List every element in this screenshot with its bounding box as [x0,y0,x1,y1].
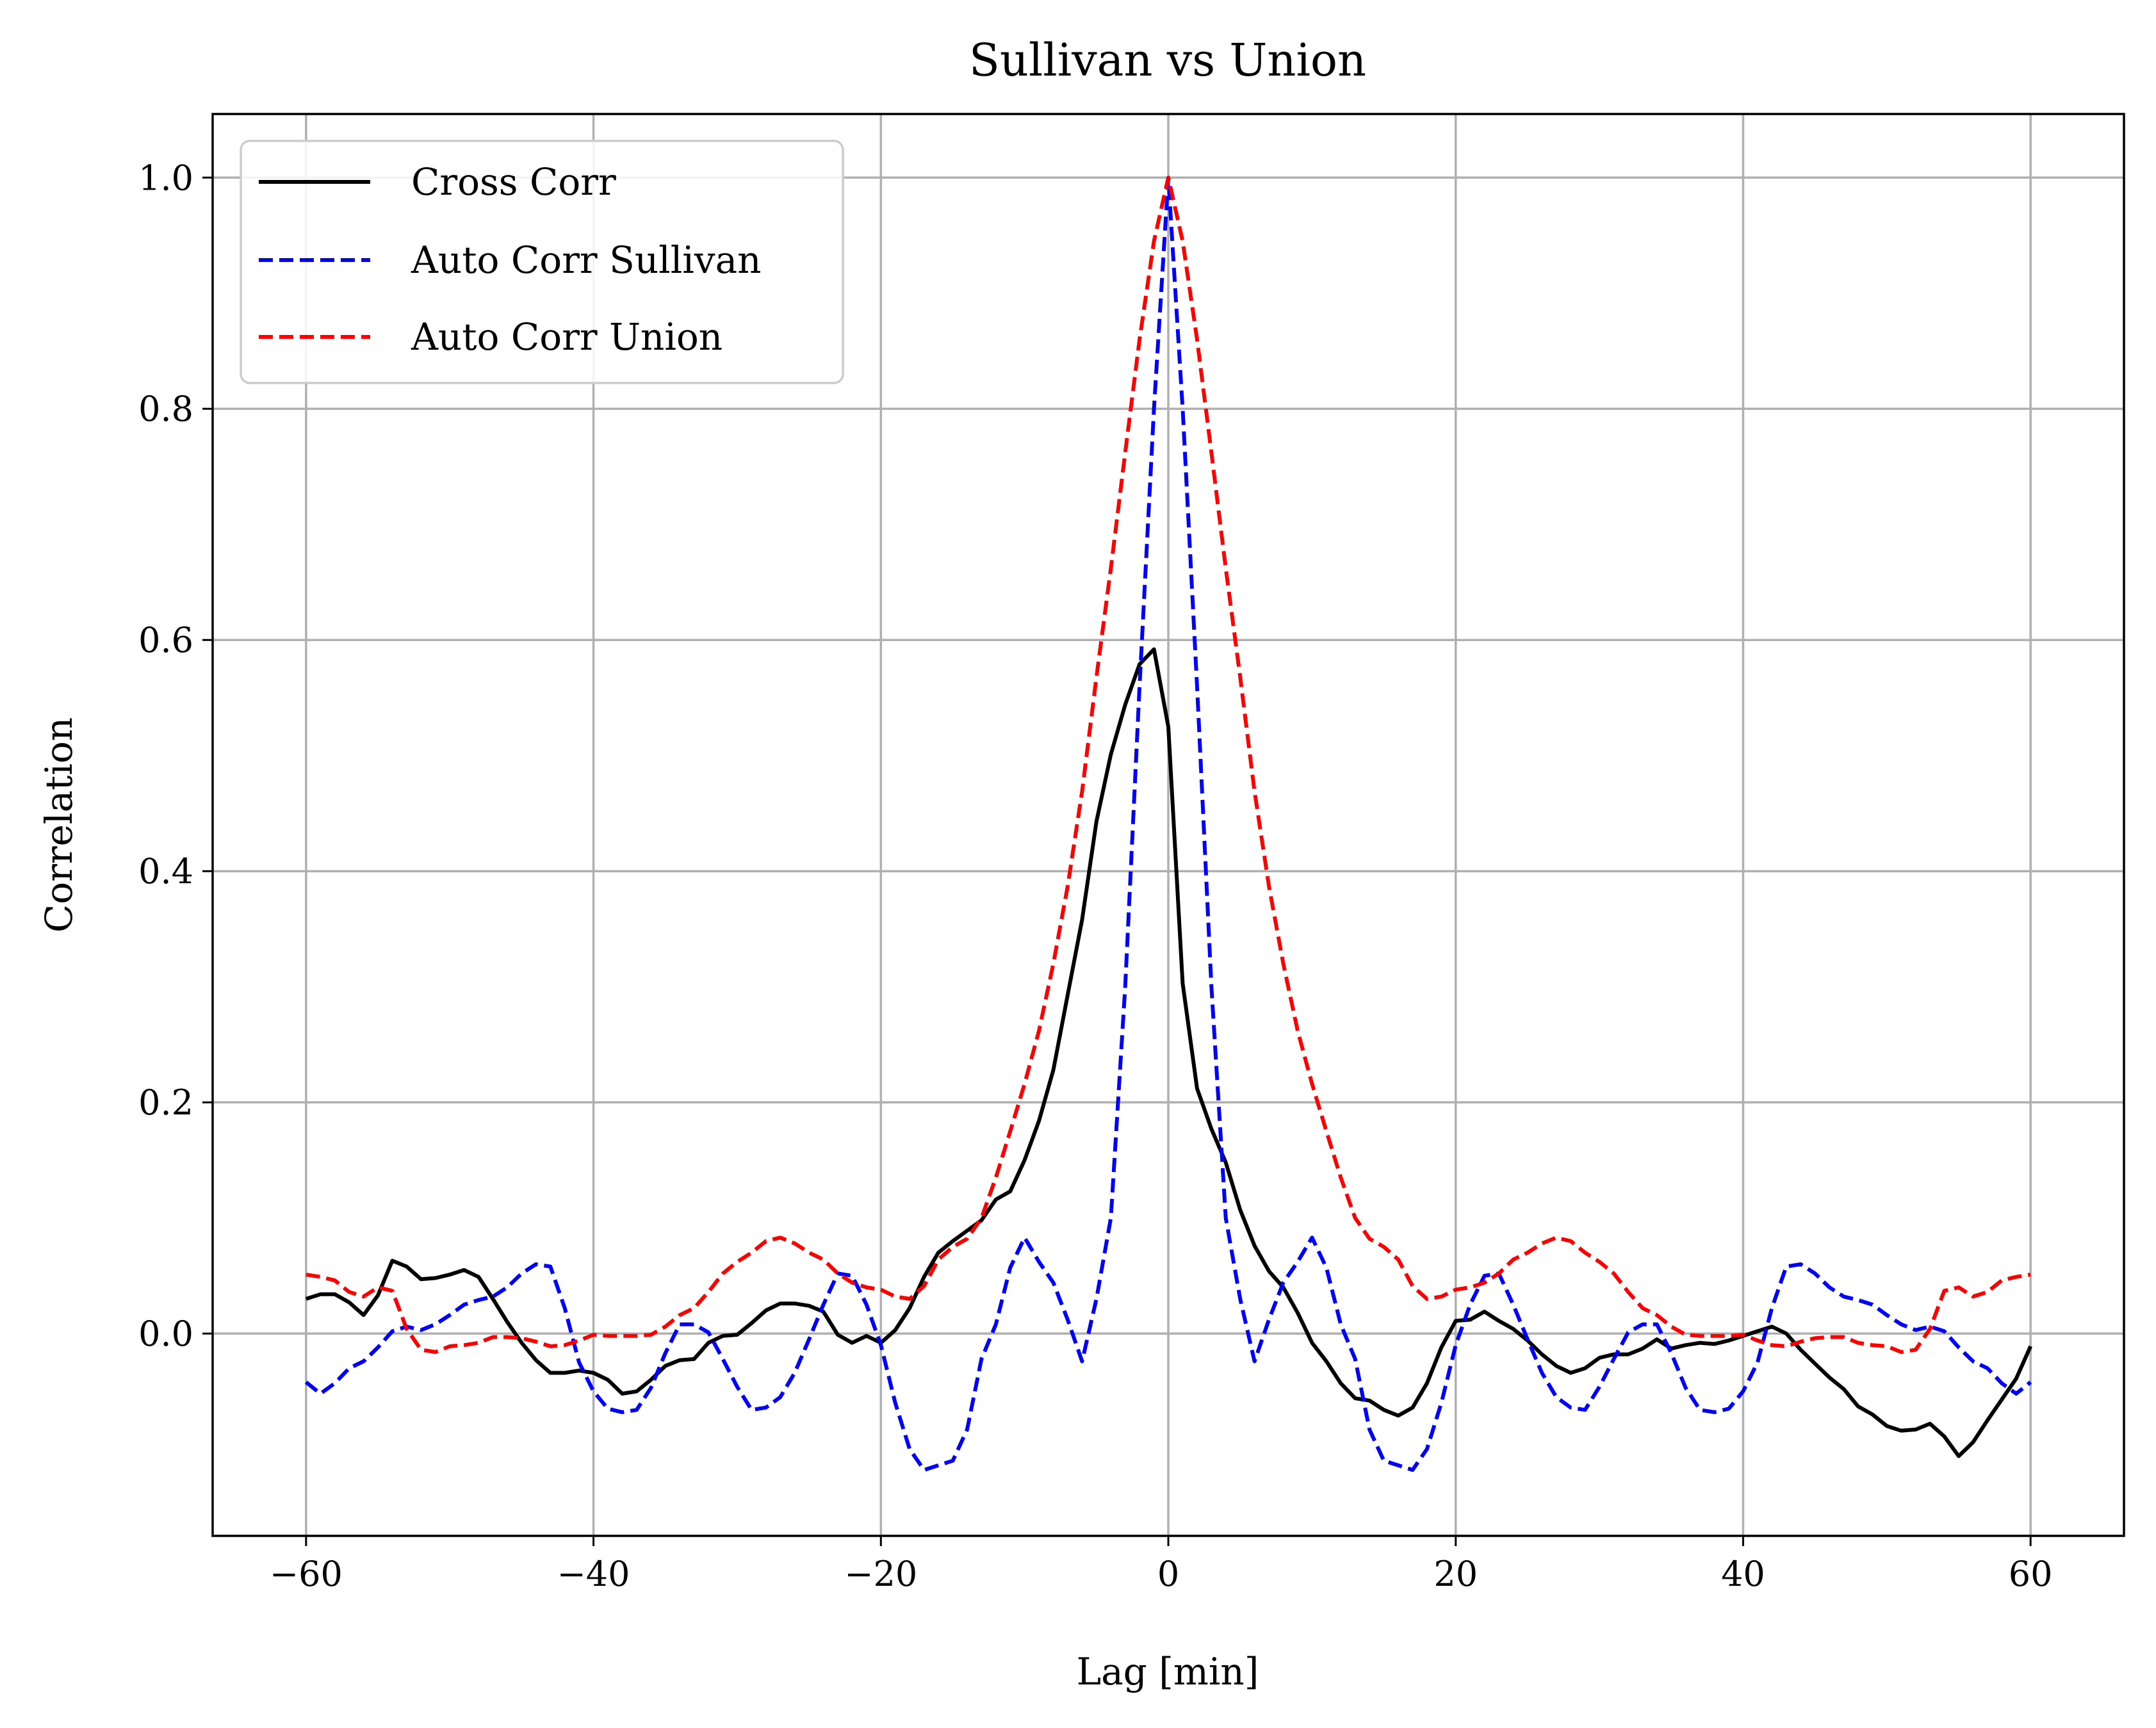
x-tick-label-40: −40 [557,1554,630,1594]
y-tick-label-0-4: 0.4 [138,851,193,892]
y-tick-label-1-0: 1.0 [138,158,193,198]
legend: Cross Corr Auto Corr Sullivan Auto Corr … [240,140,844,384]
series-lines [304,175,2032,1472]
plot-area-frame [211,113,2125,1537]
y-tick-label-0-6: 0.6 [138,620,193,660]
y-tick-label-0-2: 0.2 [138,1082,193,1123]
y-tick-label-0-8: 0.8 [138,389,193,429]
grid [213,114,2124,1536]
series-line-auto-corr-union [306,175,2031,1354]
x-tick-label-20: −20 [844,1554,917,1594]
chart-title: Sullivan vs Union [969,34,1366,86]
x-tick-label-60: −60 [270,1554,343,1594]
y-tick-label-0-0: 0.0 [138,1314,193,1354]
legend-label-cross-corr: Cross Corr [411,160,616,204]
legend-label-auto-corr-sullivan: Auto Corr Sullivan [411,238,762,282]
x-tick-label-20: 20 [1433,1554,1478,1594]
x-tick-label-40: 40 [1721,1554,1765,1594]
x-axis-label: Lag [min] [1077,1650,1259,1693]
x-tick-label-60: 60 [2009,1554,2053,1594]
x-tick-label-0: 0 [1157,1554,1179,1594]
y-axis-label: Correlation [37,717,81,933]
legend-label-auto-corr-union: Auto Corr Union [411,315,723,359]
legend-box [240,140,844,384]
axis-ticks: −60 −40 −20 0 20 40 60 0.0 0.2 0.4 0.6 0.8 1.0 [138,158,2052,1594]
